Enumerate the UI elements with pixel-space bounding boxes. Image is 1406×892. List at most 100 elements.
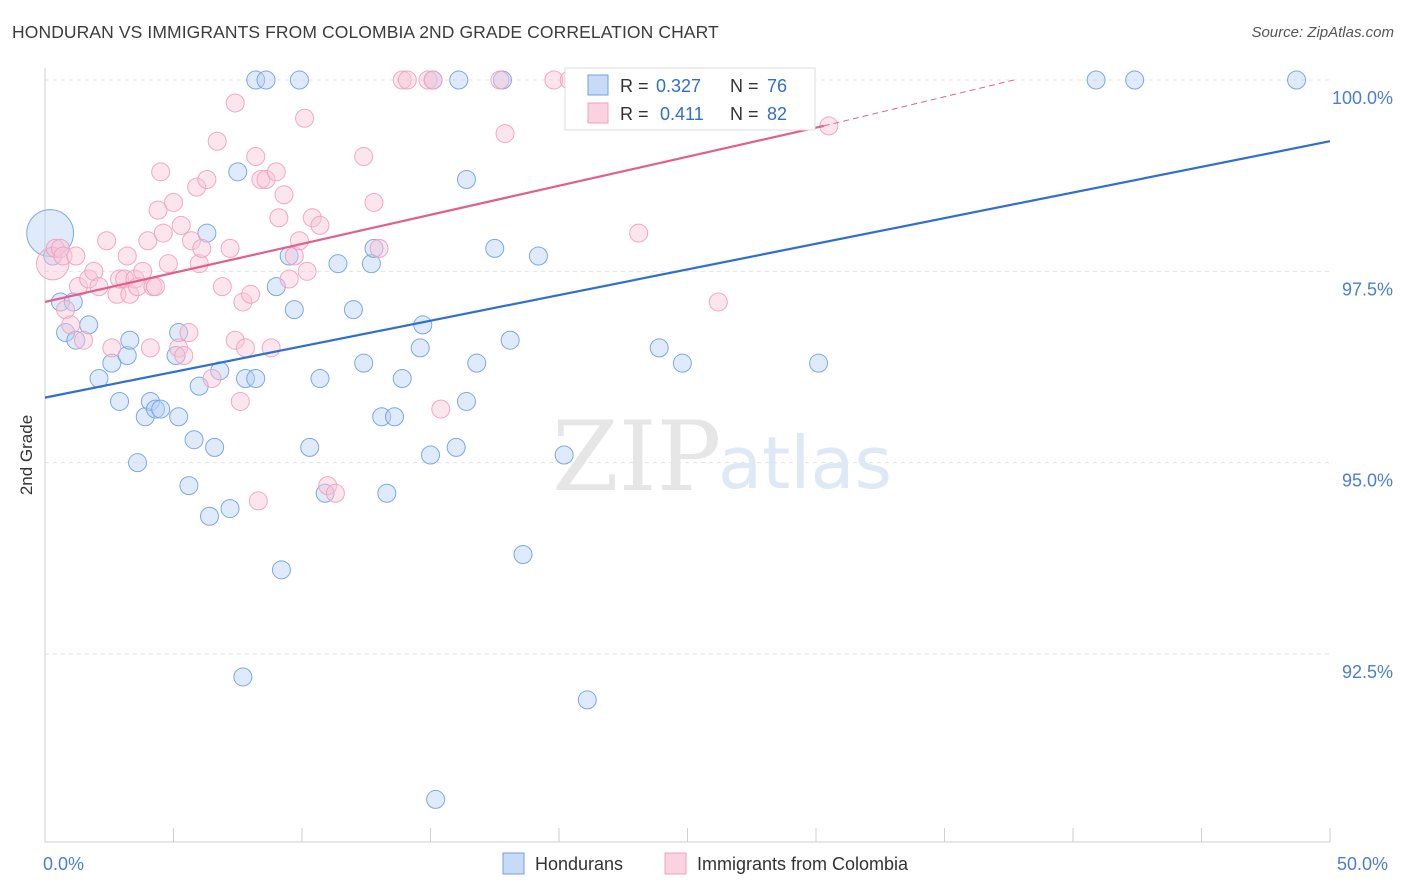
y-tick-labels: 92.5% 95.0% 97.5% 100.0%: [1332, 88, 1393, 682]
data-point: [66, 330, 86, 350]
data-point: [446, 437, 466, 457]
data-point: [410, 338, 430, 358]
data-point: [66, 246, 86, 266]
data-point: [151, 399, 171, 419]
data-point: [140, 338, 160, 358]
data-point: [174, 346, 194, 366]
data-point: [230, 391, 250, 411]
legend-n-label-2: N =: [730, 104, 759, 124]
data-point: [284, 246, 304, 266]
data-point: [431, 399, 451, 419]
data-point: [197, 223, 217, 243]
data-point: [1086, 70, 1106, 90]
data-point: [274, 185, 294, 205]
watermark-atlas: atlas: [718, 421, 892, 505]
data-point: [246, 368, 266, 388]
data-point: [220, 238, 240, 258]
data-point: [554, 445, 574, 465]
data-point: [146, 277, 166, 297]
data-point: [138, 231, 158, 251]
data-point: [205, 437, 225, 457]
bottom-legend-swatch-hondurans: [502, 852, 525, 875]
data-point: [708, 292, 728, 312]
legend-n-value-1: 76: [767, 76, 787, 96]
data-point: [361, 254, 381, 274]
data-point: [310, 215, 330, 235]
data-point: [392, 70, 412, 90]
data-point: [220, 499, 240, 519]
data-point: [421, 445, 440, 465]
data-point: [528, 246, 548, 266]
data-point: [248, 491, 268, 511]
watermark-zip: ZIP: [552, 401, 721, 513]
data-point: [164, 192, 183, 212]
x-tick-label-min: 0.0%: [43, 854, 84, 874]
data-point: [120, 330, 140, 350]
data-point: [74, 330, 94, 350]
data-point: [169, 323, 189, 343]
data-point: [241, 284, 261, 304]
x-ticks: [44, 828, 1331, 842]
data-point: [153, 223, 173, 243]
data-point: [354, 353, 374, 373]
data-point: [513, 545, 533, 565]
data-point: [297, 261, 317, 281]
source-label: Source: ZipAtlas.com: [1251, 24, 1394, 41]
data-point: [256, 169, 276, 189]
data-point: [325, 483, 345, 503]
data-point: [467, 353, 487, 373]
data-point: [68, 277, 88, 297]
data-point: [146, 399, 166, 419]
data-point: [364, 192, 384, 212]
data-point: [212, 277, 232, 297]
trend-lines: [44, 79, 1331, 399]
data-point: [328, 254, 348, 274]
data-point: [256, 70, 276, 90]
data-point: [169, 407, 189, 427]
data-point: [89, 277, 109, 297]
data-point: [279, 269, 299, 289]
data-point: [485, 238, 505, 258]
data-point: [397, 70, 417, 90]
data-point: [364, 238, 384, 258]
data-point: [151, 162, 171, 182]
data-point: [266, 162, 286, 182]
bottom-legend-colombia: Immigrants from Colombia: [697, 854, 909, 874]
data-point: [184, 430, 204, 450]
legend-n-label-1: N =: [730, 76, 759, 96]
data-point: [456, 169, 476, 189]
trendline-hondurans: [44, 140, 1331, 399]
data-point: [179, 476, 199, 496]
bottom-legend-hondurans: Hondurans: [535, 854, 623, 874]
data-point: [300, 437, 320, 457]
colombia-points: [36, 70, 839, 511]
legend-r-value-2: 0.411: [660, 104, 704, 124]
data-point: [233, 667, 253, 687]
data-point: [251, 169, 271, 189]
data-point: [456, 391, 476, 411]
chart-title: HONDURAN VS IMMIGRANTS FROM COLOMBIA 2ND…: [12, 22, 719, 42]
data-point: [120, 284, 140, 304]
data-point: [369, 238, 389, 258]
data-point: [672, 353, 692, 373]
data-point: [318, 476, 338, 496]
data-point: [166, 346, 186, 366]
data-point: [449, 70, 469, 90]
y-tick-label: 97.5%: [1342, 279, 1393, 299]
data-point: [295, 108, 315, 128]
data-point: [26, 209, 75, 257]
bottom-legend: Hondurans Immigrants from Colombia: [502, 852, 909, 875]
data-point: [1287, 70, 1307, 90]
bottom-legend-swatch-colombia: [664, 852, 687, 875]
data-point: [50, 238, 70, 258]
data-point: [629, 223, 649, 243]
data-point: [392, 368, 412, 388]
data-point: [61, 315, 81, 335]
data-point: [490, 70, 510, 90]
legend-n-value-2: 82: [767, 104, 787, 124]
legend-r-label-1: R =: [620, 76, 649, 96]
data-point: [302, 208, 322, 228]
data-point: [135, 407, 155, 427]
data-point: [284, 300, 304, 320]
